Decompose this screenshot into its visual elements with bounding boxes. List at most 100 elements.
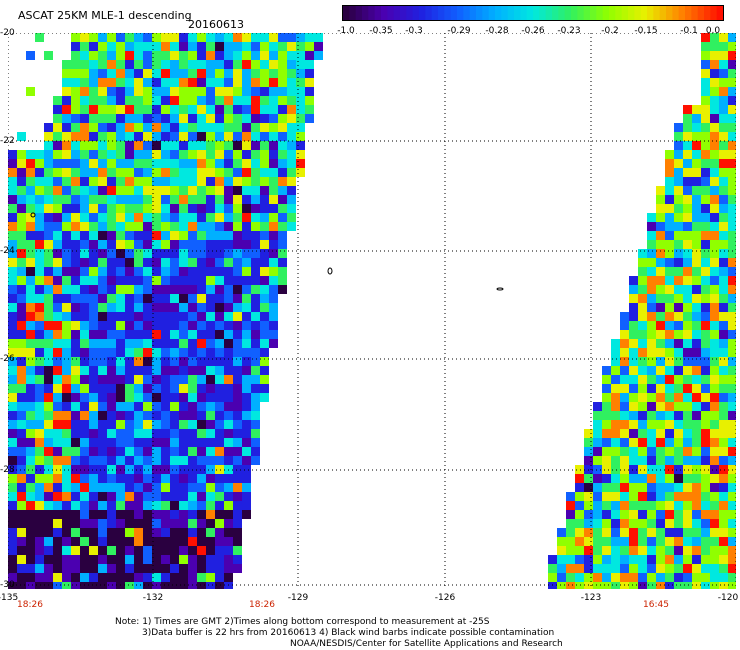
data-cell: [8, 357, 17, 366]
data-cell: [701, 222, 710, 231]
data-cell: [80, 366, 89, 375]
data-cell: [656, 447, 665, 456]
data-cell: [170, 105, 179, 114]
colorbar-segment: [374, 6, 382, 20]
data-cell: [206, 312, 215, 321]
data-cell: [701, 465, 710, 474]
data-cell: [134, 411, 143, 420]
data-cell: [665, 168, 674, 177]
data-cell: [143, 456, 152, 465]
data-cell: [44, 537, 53, 546]
data-cell: [242, 312, 251, 321]
data-cell: [242, 267, 251, 276]
data-cell: [71, 546, 80, 555]
data-cell: [116, 51, 125, 60]
data-cell: [602, 429, 611, 438]
data-cell: [89, 420, 98, 429]
data-cell: [107, 528, 116, 537]
data-cell: [197, 528, 206, 537]
data-cell: [215, 87, 224, 96]
data-cell: [71, 249, 80, 258]
data-cell: [71, 465, 80, 474]
data-cell: [710, 114, 719, 123]
data-cell: [116, 303, 125, 312]
colorbar-segment: [368, 6, 376, 20]
data-cell: [26, 537, 35, 546]
data-cell: [62, 60, 71, 69]
data-cell: [656, 474, 665, 483]
data-cell: [134, 249, 143, 258]
data-cell: [683, 582, 692, 589]
data-cell: [125, 105, 134, 114]
data-cell: [89, 492, 98, 501]
data-cell: [152, 339, 161, 348]
data-cell: [206, 492, 215, 501]
data-cell: [188, 303, 197, 312]
data-cell: [584, 564, 593, 573]
data-cell: [251, 438, 260, 447]
data-cell: [197, 150, 206, 159]
data-cell: [215, 96, 224, 105]
data-cell: [80, 258, 89, 267]
data-cell: [719, 159, 728, 168]
data-cell: [197, 348, 206, 357]
data-cell: [116, 105, 125, 114]
data-cell: [35, 375, 44, 384]
data-cell: [224, 60, 233, 69]
data-cell: [278, 132, 287, 141]
data-cell: [44, 213, 53, 222]
colorbar-segment: [583, 6, 591, 20]
data-cell: [620, 393, 629, 402]
data-cell: [206, 204, 215, 213]
data-cell: [575, 465, 584, 474]
data-cell: [215, 474, 224, 483]
data-cell: [53, 492, 62, 501]
data-cell: [143, 573, 152, 582]
data-cell: [134, 204, 143, 213]
data-cell: [656, 429, 665, 438]
data-cell: [710, 438, 719, 447]
colorbar-segment: [343, 6, 350, 20]
data-cell: [719, 420, 728, 429]
data-cell: [71, 231, 80, 240]
data-cell: [26, 555, 35, 564]
data-cell: [278, 51, 287, 60]
data-cell: [53, 447, 62, 456]
data-cell: [665, 330, 674, 339]
data-cell: [242, 168, 251, 177]
data-cell: [728, 231, 736, 240]
data-cell: [287, 123, 296, 132]
data-cell: [260, 141, 269, 150]
data-cell: [179, 231, 188, 240]
data-cell: [152, 69, 161, 78]
data-cell: [116, 429, 125, 438]
data-cell: [233, 258, 242, 267]
data-cell: [197, 303, 206, 312]
data-cell: [683, 213, 692, 222]
data-cell: [287, 60, 296, 69]
data-cell: [62, 186, 71, 195]
data-cell: [8, 195, 17, 204]
data-cell: [629, 474, 638, 483]
data-cell: [215, 393, 224, 402]
data-cell: [665, 258, 674, 267]
data-cell: [188, 168, 197, 177]
data-cell: [44, 348, 53, 357]
data-cell: [35, 321, 44, 330]
data-cell: [683, 519, 692, 528]
data-cell: [638, 276, 647, 285]
colorbar-tick-label: -0.15: [634, 26, 658, 36]
data-cell: [656, 186, 665, 195]
data-cell: [152, 501, 161, 510]
colorbar-tick-label: -0.28: [485, 26, 509, 36]
data-cell: [269, 321, 278, 330]
data-cell: [62, 168, 71, 177]
data-cell: [134, 438, 143, 447]
data-cell: [80, 294, 89, 303]
data-cell: [638, 267, 647, 276]
data-cell: [287, 132, 296, 141]
data-cell: [134, 519, 143, 528]
data-cell: [647, 249, 656, 258]
data-cell: [188, 222, 197, 231]
data-cell: [170, 555, 179, 564]
